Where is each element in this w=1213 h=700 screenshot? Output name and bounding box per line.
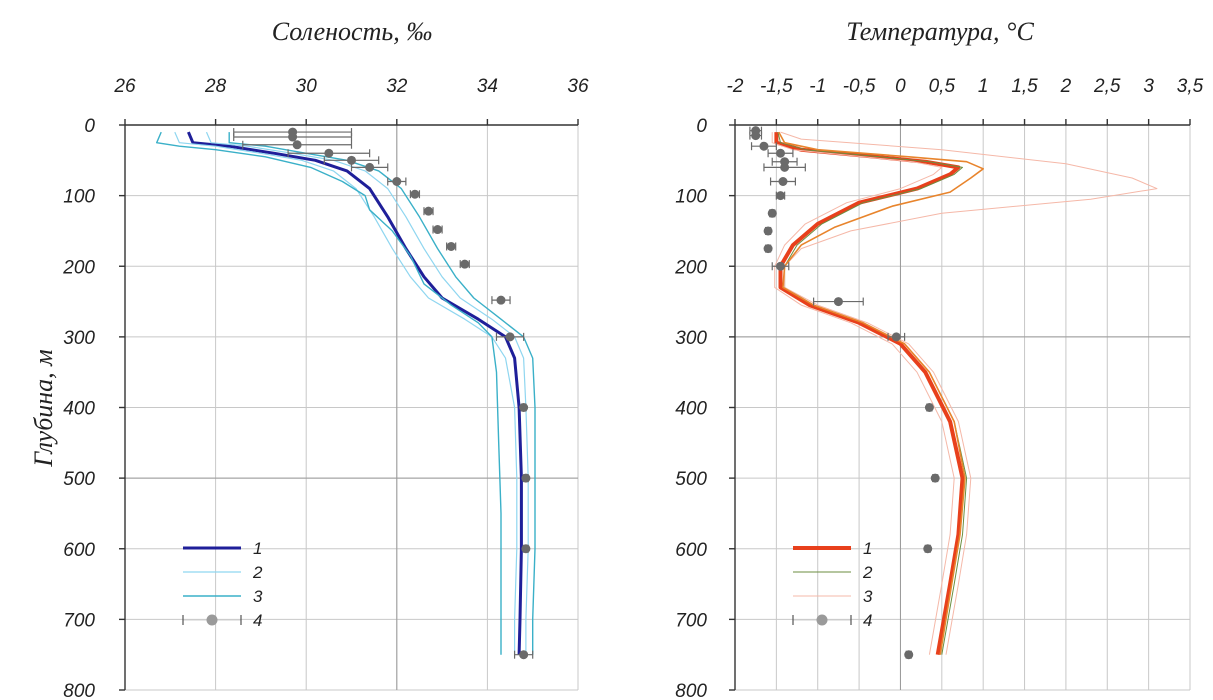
y-tick-label: 800 bbox=[675, 681, 707, 700]
y-tick-label: 800 bbox=[63, 681, 95, 700]
legend-swatch-point bbox=[816, 614, 828, 626]
x-tick-label: 32 bbox=[386, 76, 408, 97]
y-tick-label: 200 bbox=[62, 257, 95, 278]
x-tick-label: 26 bbox=[113, 76, 136, 97]
series-line bbox=[778, 131, 984, 655]
data-point bbox=[891, 332, 901, 342]
data-point bbox=[460, 259, 470, 269]
data-point bbox=[833, 297, 843, 307]
data-point bbox=[347, 155, 356, 165]
data-point bbox=[930, 473, 940, 483]
y-tick-label: 400 bbox=[675, 399, 707, 420]
legend-swatch-point bbox=[206, 614, 218, 626]
x-tick-label: -0,5 bbox=[843, 76, 876, 97]
chart-title: Соленость, ‰ bbox=[272, 17, 432, 46]
x-tick-label: 2,5 bbox=[1093, 76, 1121, 97]
data-point bbox=[292, 140, 302, 150]
data-point bbox=[365, 162, 375, 172]
legend-label: 3 bbox=[253, 587, 263, 606]
y-tick-label: 700 bbox=[63, 610, 95, 631]
x-tick-label: 0,5 bbox=[929, 76, 956, 97]
data-point bbox=[519, 650, 529, 660]
data-point bbox=[776, 148, 785, 158]
y-tick-label: 300 bbox=[675, 328, 707, 349]
data-point bbox=[424, 206, 434, 216]
y-tick-label: 0 bbox=[696, 116, 707, 137]
data-point bbox=[780, 162, 790, 172]
series-line bbox=[771, 132, 955, 655]
x-tick-label: 30 bbox=[296, 76, 318, 97]
data-point bbox=[521, 544, 531, 554]
data-point bbox=[776, 191, 785, 201]
y-tick-label: 400 bbox=[63, 399, 95, 420]
data-point bbox=[521, 473, 531, 483]
data-point bbox=[324, 148, 334, 158]
legend-label: 1 bbox=[863, 539, 872, 558]
x-tick-label: -1 bbox=[809, 76, 826, 97]
data-point bbox=[767, 208, 777, 218]
series-line bbox=[780, 131, 1158, 655]
data-point bbox=[904, 650, 914, 660]
data-point bbox=[924, 403, 934, 412]
y-axis-label: Глубина, м bbox=[29, 349, 58, 468]
x-tick-label: 0 bbox=[895, 76, 906, 97]
data-point bbox=[433, 225, 443, 235]
x-tick-label: 2 bbox=[1060, 76, 1072, 97]
y-tick-label: 100 bbox=[63, 187, 95, 208]
salinity-panel: Соленость, ‰26 28 30 32 34 360100200300400500… bbox=[62, 17, 589, 700]
legend-label: 1 bbox=[253, 539, 262, 558]
chart-title: Температура, °С bbox=[846, 17, 1034, 46]
x-tick-label: 3 bbox=[1143, 76, 1154, 97]
y-tick-label: 500 bbox=[675, 469, 707, 490]
data-point bbox=[410, 189, 420, 199]
data-point bbox=[751, 131, 761, 141]
y-tick-label: 0 bbox=[84, 116, 95, 137]
temperature-panel: Температура, °С -2 -1,5 -1 -0,5 0 0,5 1 1,5 2 2,5 3… bbox=[674, 17, 1203, 700]
data-point bbox=[776, 261, 785, 271]
data-point bbox=[505, 332, 515, 342]
legend-label: 4 bbox=[863, 611, 872, 630]
y-tick-label: 300 bbox=[63, 328, 95, 349]
data-point bbox=[392, 177, 402, 186]
data-point bbox=[288, 132, 298, 142]
data-point bbox=[763, 226, 773, 236]
data-point bbox=[496, 295, 506, 305]
y-tick-label: 700 bbox=[675, 610, 707, 631]
legend-label: 3 bbox=[863, 587, 873, 606]
y-tick-label: 500 bbox=[63, 469, 95, 490]
x-tick-label: 1 bbox=[978, 76, 989, 97]
data-point bbox=[446, 241, 456, 251]
x-tick-label: 34 bbox=[477, 76, 498, 97]
legend-label: 2 bbox=[252, 563, 263, 582]
series-line bbox=[174, 131, 518, 655]
series-line bbox=[156, 131, 502, 655]
data-point bbox=[778, 177, 788, 186]
data-point bbox=[923, 544, 933, 554]
data-point bbox=[759, 141, 769, 151]
x-tick-label: 3,5 bbox=[1177, 76, 1204, 97]
y-tick-label: 200 bbox=[674, 257, 707, 278]
y-tick-label: 600 bbox=[63, 540, 95, 561]
legend-label: 2 bbox=[862, 563, 873, 582]
x-tick-label: 36 bbox=[567, 76, 589, 97]
data-point bbox=[763, 244, 773, 254]
x-tick-label: -1,5 bbox=[760, 76, 793, 97]
x-tick-label: 28 bbox=[204, 76, 227, 97]
x-tick-label: 1,5 bbox=[1011, 76, 1038, 97]
series-line bbox=[187, 131, 523, 655]
data-point bbox=[519, 403, 529, 412]
x-tick-label: -2 bbox=[727, 76, 744, 97]
y-tick-label: 100 bbox=[675, 187, 707, 208]
legend-label: 4 bbox=[253, 611, 262, 630]
y-tick-label: 600 bbox=[675, 540, 707, 561]
